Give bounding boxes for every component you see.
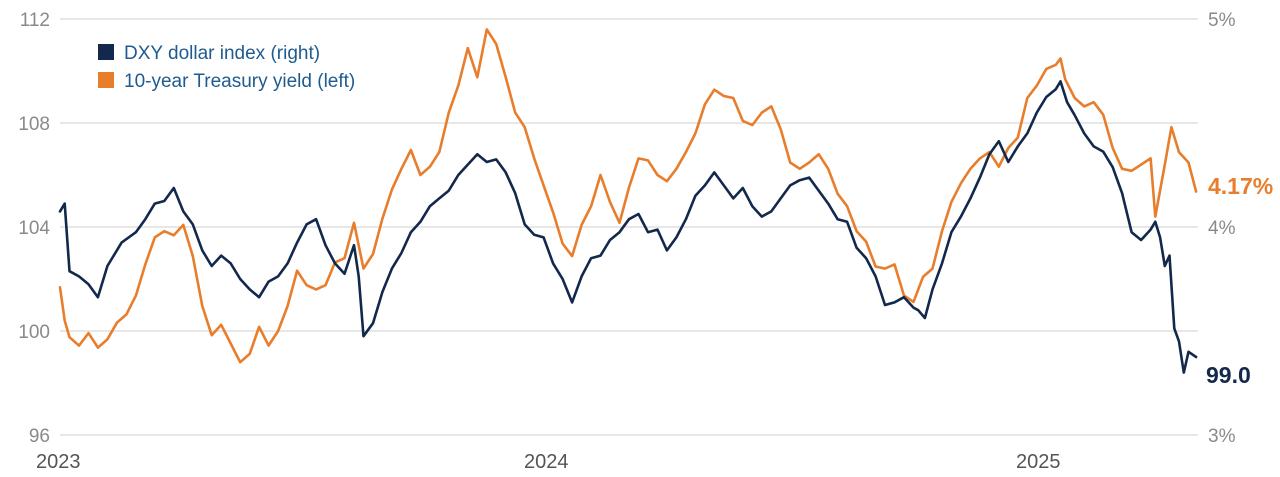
right-tick-label: 3% xyxy=(1208,426,1236,447)
x-tick-label: 2025 xyxy=(1016,451,1061,473)
right-tick-label: 4% xyxy=(1208,218,1236,239)
end-labels: 99.0 4.17% xyxy=(1206,173,1273,388)
series-line xyxy=(58,80,1198,374)
right-axis-ticks: 3% 4% 5% xyxy=(1208,10,1236,447)
series-lines xyxy=(58,28,1198,374)
x-axis-ticks: 2023 2024 2025 xyxy=(36,451,1061,473)
left-tick-label: 100 xyxy=(18,322,50,343)
series-line xyxy=(58,28,1198,364)
x-tick-label: 2024 xyxy=(524,451,569,473)
legend-swatch xyxy=(98,44,114,60)
left-tick-label: 104 xyxy=(18,218,50,239)
left-tick-label: 96 xyxy=(29,426,50,447)
end-label: 99.0 xyxy=(1206,362,1251,388)
end-label: 4.17% xyxy=(1208,173,1273,199)
legend-label: 10-year Treasury yield (left) xyxy=(124,71,355,92)
left-axis-ticks: 96 100 104 108 112 xyxy=(18,10,50,447)
left-tick-label: 112 xyxy=(20,10,50,31)
right-tick-label: 5% xyxy=(1208,10,1236,31)
legend-swatch xyxy=(98,72,114,88)
gridlines xyxy=(60,18,1198,436)
legend-label: DXY dollar index (right) xyxy=(124,43,320,64)
left-tick-label: 108 xyxy=(18,114,50,135)
x-tick-label: 2023 xyxy=(36,451,81,473)
legend: DXY dollar index (right) 10-year Treasury… xyxy=(98,43,355,92)
